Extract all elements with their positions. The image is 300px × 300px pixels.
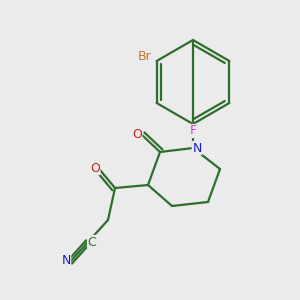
Text: O: O — [90, 161, 100, 175]
Text: N: N — [192, 142, 202, 154]
Text: F: F — [189, 124, 197, 137]
Text: O: O — [132, 128, 142, 142]
Text: Br: Br — [138, 50, 152, 64]
Text: N: N — [61, 254, 71, 266]
Text: C: C — [88, 236, 96, 248]
